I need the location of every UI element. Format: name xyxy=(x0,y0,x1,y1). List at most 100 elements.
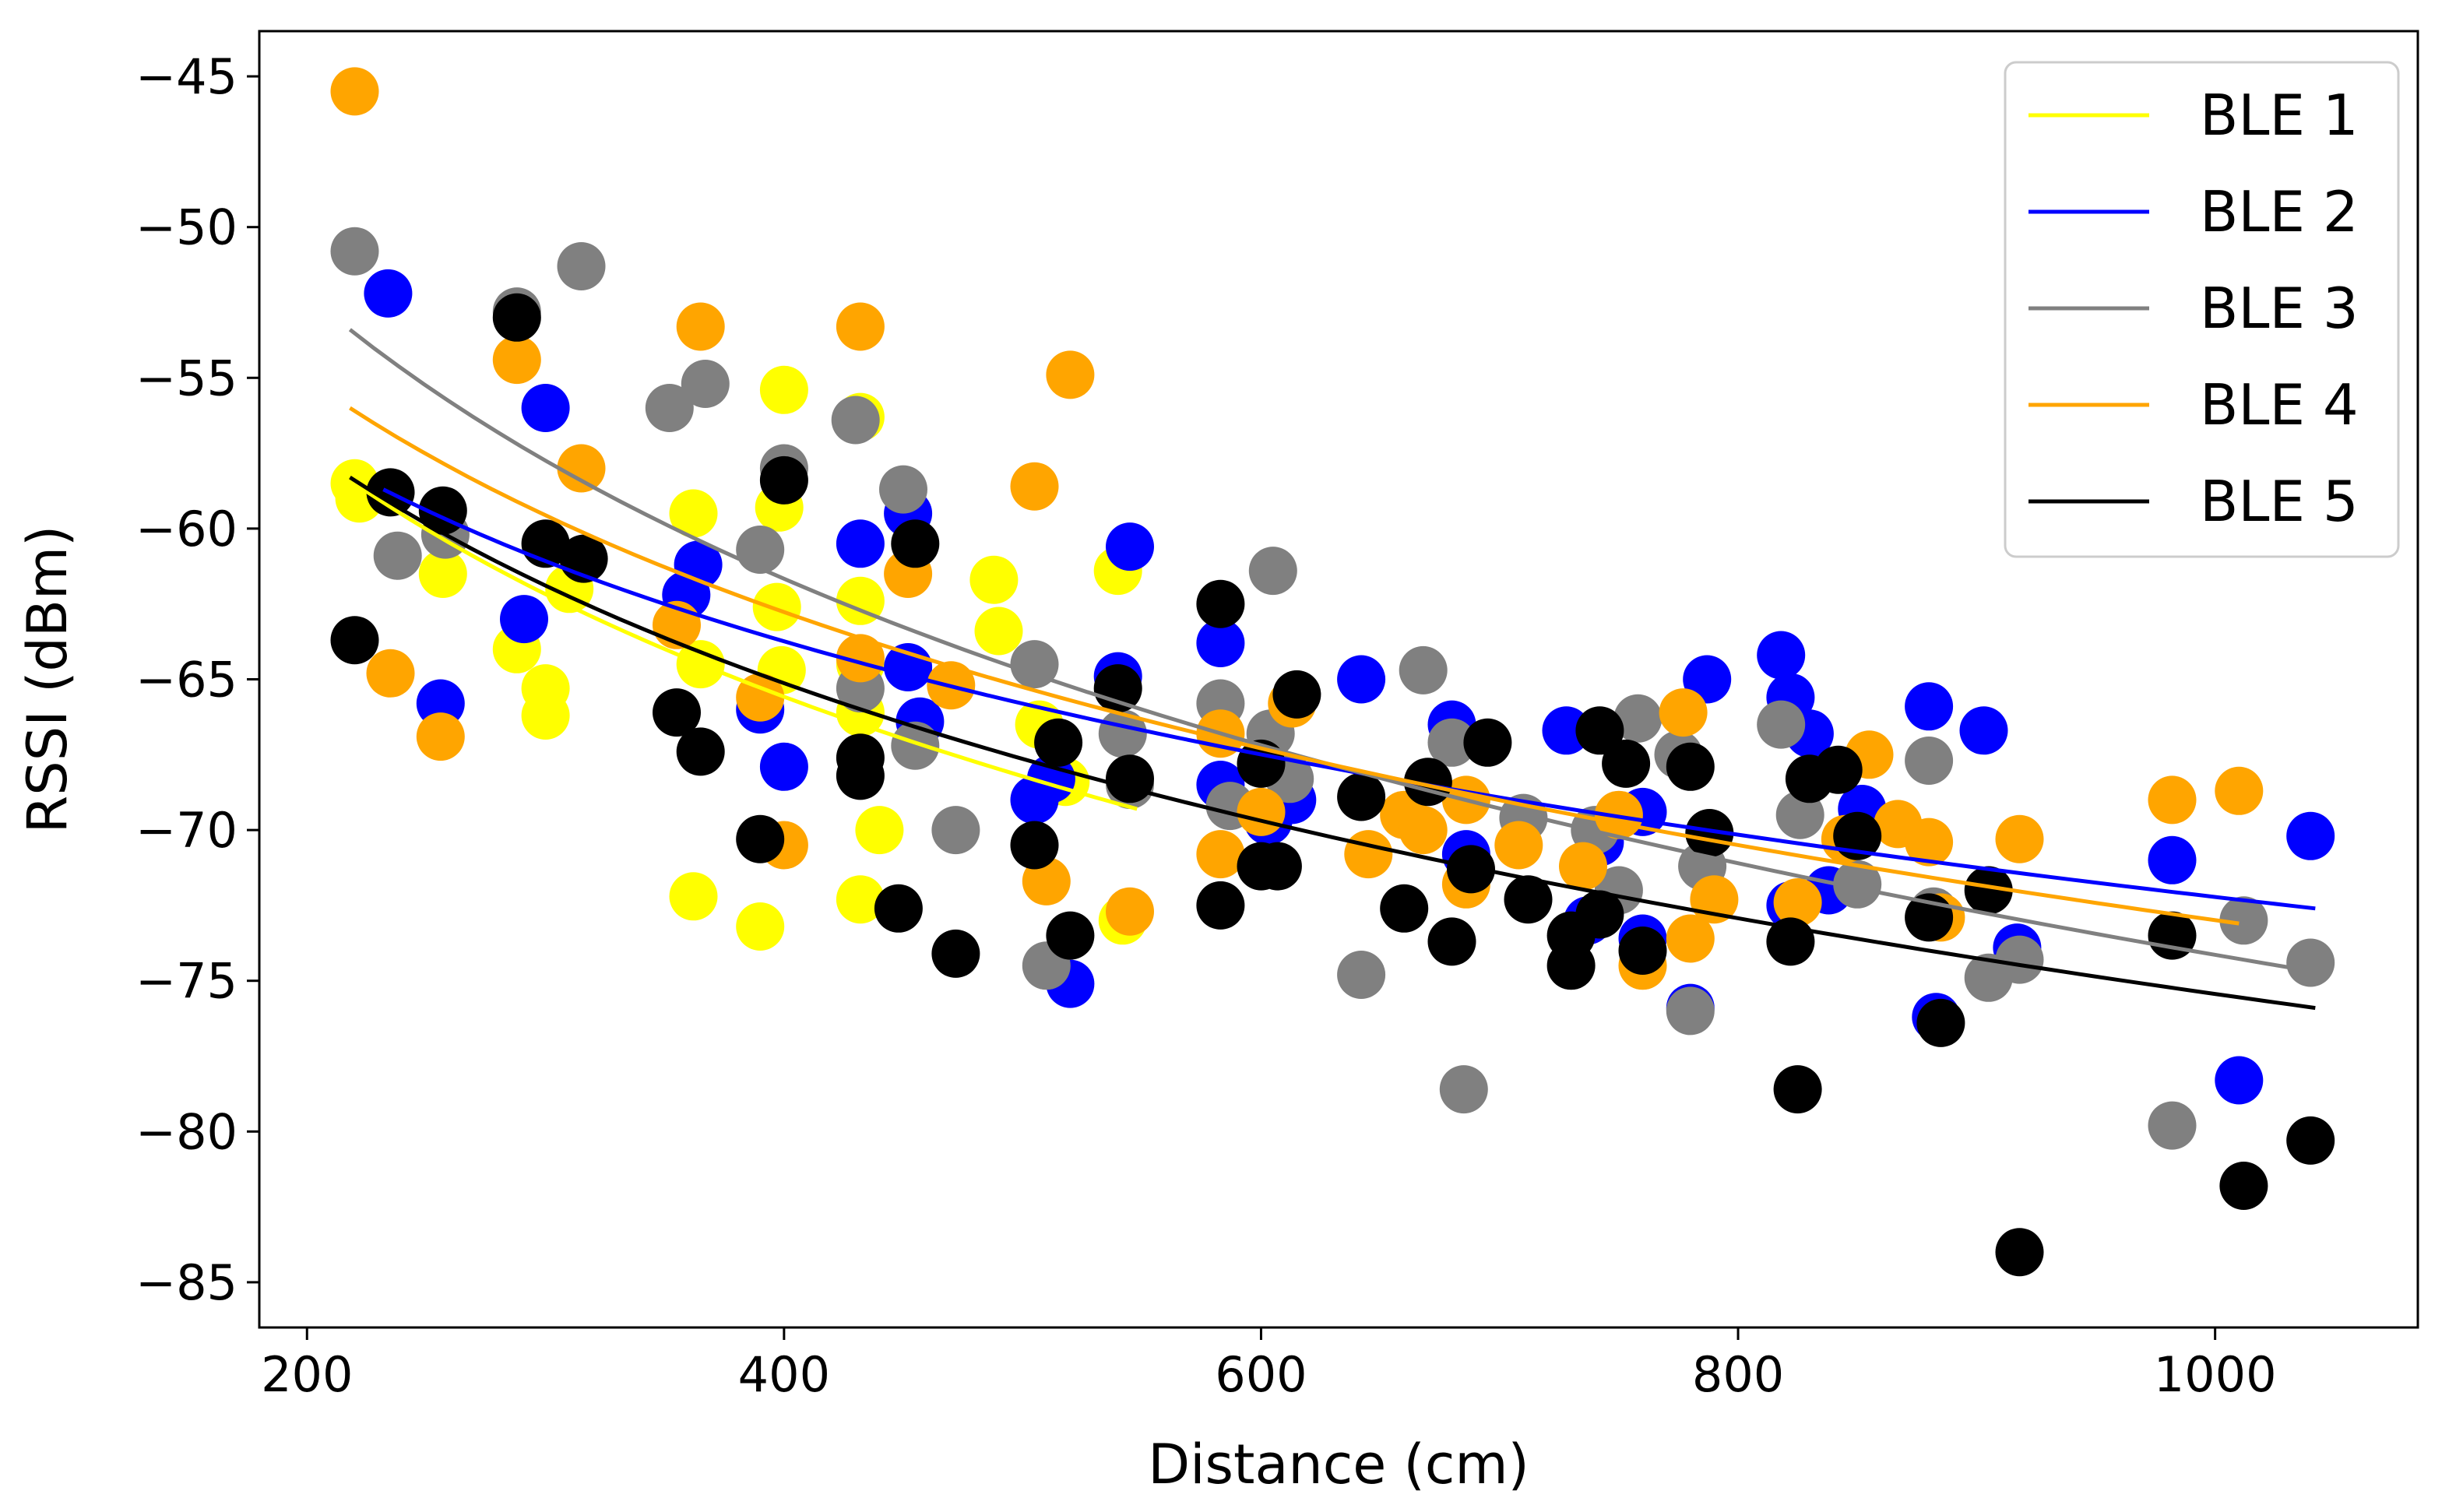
data-point xyxy=(1093,664,1142,713)
x-tick-label: 200 xyxy=(261,1346,353,1403)
data-point xyxy=(364,269,413,318)
data-point xyxy=(557,444,606,493)
data-point xyxy=(855,806,904,855)
y-tick-label: −80 xyxy=(135,1103,238,1160)
data-point xyxy=(752,582,801,631)
data-point xyxy=(1337,772,1386,821)
x-axis: 200 400 600 800 1000 xyxy=(261,1327,2277,1403)
data-point xyxy=(645,384,694,432)
data-point xyxy=(1026,754,1075,803)
data-point xyxy=(521,384,570,432)
data-point xyxy=(1683,655,1732,704)
data-point xyxy=(2286,811,2335,860)
data-point xyxy=(669,489,718,538)
data-point xyxy=(836,875,885,924)
data-point xyxy=(759,455,808,505)
data-point xyxy=(1959,706,2008,755)
x-tick-label: 600 xyxy=(1215,1346,1307,1403)
data-point xyxy=(969,555,1019,604)
y-tick-label: −70 xyxy=(135,802,238,859)
data-point xyxy=(1046,350,1095,399)
data-point xyxy=(1046,911,1095,960)
data-point xyxy=(836,576,885,625)
data-point xyxy=(759,742,808,791)
data-point xyxy=(836,519,885,568)
data-point xyxy=(1775,790,1824,839)
series-1-fit-line xyxy=(348,478,1138,811)
data-point xyxy=(2148,911,2197,960)
data-point xyxy=(1344,830,1393,879)
data-point xyxy=(2148,1101,2197,1150)
data-point xyxy=(2286,1116,2335,1165)
x-axis-title: Distance (cm) xyxy=(1148,1433,1529,1496)
data-point xyxy=(974,607,1023,656)
data-point xyxy=(418,550,467,598)
data-point xyxy=(1427,718,1476,767)
data-point xyxy=(676,727,725,776)
data-point xyxy=(330,227,379,276)
data-point xyxy=(1196,881,1245,930)
data-point xyxy=(831,396,880,445)
data-point xyxy=(1666,742,1715,791)
data-point xyxy=(931,806,980,855)
data-point xyxy=(836,634,885,683)
data-point xyxy=(1337,951,1386,999)
data-point xyxy=(736,814,785,863)
data-point xyxy=(1995,1228,2044,1277)
data-point xyxy=(1427,917,1476,966)
data-point xyxy=(1253,842,1302,891)
data-point xyxy=(1905,682,1954,731)
series-4-fit-line xyxy=(349,406,2240,926)
data-point xyxy=(1618,927,1667,975)
y-tick-label: −75 xyxy=(135,953,238,1010)
y-axis: −45 −50 −55 −60 −65 −70 −75 −80 −85 xyxy=(135,48,259,1311)
fit-lines-layer xyxy=(348,328,2316,1011)
data-point xyxy=(1034,718,1083,767)
legend-label: BLE 2 xyxy=(2200,179,2359,244)
data-point xyxy=(1814,745,1863,794)
data-point xyxy=(1905,737,1954,785)
data-point xyxy=(2148,835,2197,884)
data-point xyxy=(1757,631,1806,680)
data-point xyxy=(1399,806,1448,855)
legend: BLE 1 BLE 2 BLE 3 BLE 4 BLE 5 xyxy=(2004,61,2400,558)
data-point xyxy=(416,712,465,761)
data-point xyxy=(1757,700,1806,749)
data-point xyxy=(1010,462,1059,511)
data-point xyxy=(492,293,541,342)
data-point xyxy=(2219,896,2268,945)
x-tick-label: 400 xyxy=(738,1346,830,1403)
data-point xyxy=(1196,619,1245,667)
data-point xyxy=(1964,866,2013,915)
data-point xyxy=(557,242,606,290)
data-point xyxy=(373,531,422,580)
data-point xyxy=(1916,998,1965,1047)
data-point xyxy=(736,673,785,722)
data-point xyxy=(874,884,923,933)
y-tick-label: −85 xyxy=(135,1254,238,1311)
data-point xyxy=(1995,814,2044,863)
data-point xyxy=(330,616,379,665)
data-point xyxy=(1905,818,1954,867)
data-point xyxy=(891,721,940,770)
series-5-fit-line xyxy=(349,475,2316,1011)
data-point xyxy=(1659,688,1708,737)
data-point xyxy=(492,336,541,385)
data-point xyxy=(1196,830,1245,879)
data-point xyxy=(1337,655,1386,704)
data-point xyxy=(836,302,885,351)
data-point xyxy=(1613,694,1663,743)
x-tick-label: 800 xyxy=(1692,1346,1784,1403)
data-point xyxy=(1380,884,1429,933)
data-point xyxy=(1833,860,1882,909)
x-tick-label: 1000 xyxy=(2154,1346,2277,1403)
data-point xyxy=(1542,706,1591,755)
data-point xyxy=(1463,718,1512,767)
data-point xyxy=(1399,645,1448,694)
data-point xyxy=(1575,706,1624,755)
data-point xyxy=(1106,887,1154,936)
data-point xyxy=(884,643,933,691)
series-5-points xyxy=(330,293,2335,1277)
